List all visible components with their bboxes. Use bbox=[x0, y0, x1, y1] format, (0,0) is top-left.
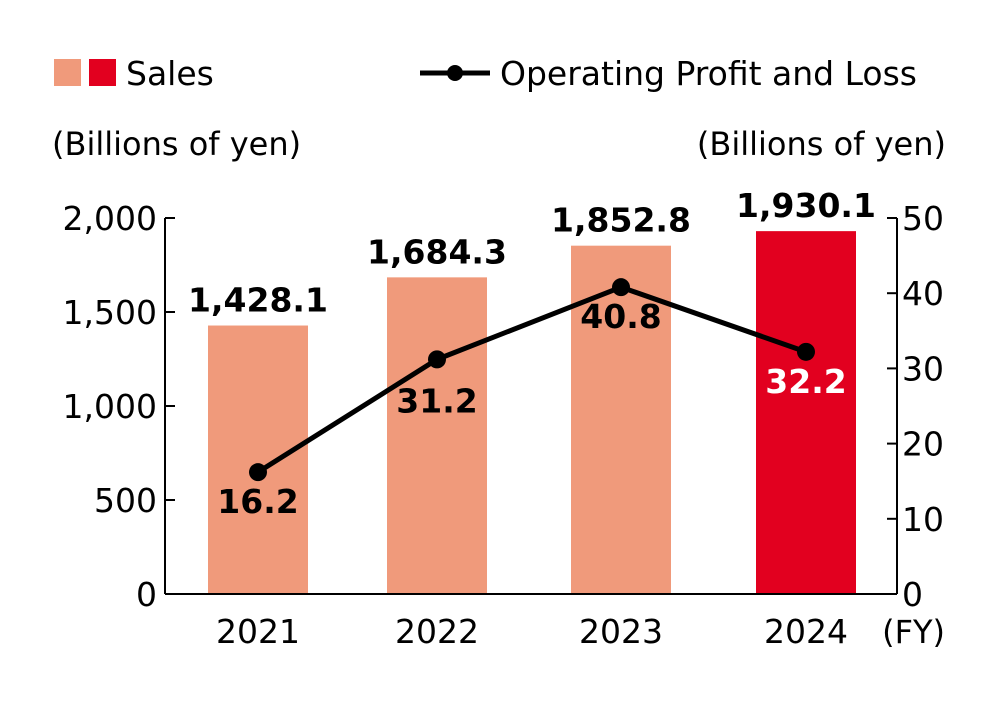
right-tick-label: 40 bbox=[902, 274, 944, 313]
legend-swatch-sales bbox=[54, 59, 81, 86]
right-tick-label: 30 bbox=[902, 349, 944, 388]
left-tick-label: 1,000 bbox=[63, 387, 157, 426]
legend-swatch-sales-highlight bbox=[89, 59, 116, 86]
legend-marker-profit bbox=[447, 65, 463, 81]
x-tick-label: 2021 bbox=[216, 612, 300, 651]
bar-label: 1,852.8 bbox=[551, 201, 691, 240]
point-profit-2024 bbox=[797, 342, 815, 361]
right-tick-label: 0 bbox=[902, 575, 923, 614]
bar-sales-2024 bbox=[756, 231, 856, 594]
point-profit-2021 bbox=[249, 463, 267, 482]
x-tick-label: 2023 bbox=[579, 612, 663, 651]
bar-label: 1,428.1 bbox=[188, 281, 328, 320]
left-axis-label: (Billions of yen) bbox=[52, 125, 301, 163]
point-profit-2023 bbox=[612, 278, 630, 297]
right-tick-label: 50 bbox=[902, 199, 944, 238]
bar-sales-2022 bbox=[387, 277, 487, 594]
line-profit bbox=[256, 284, 807, 475]
legend-label-profit: Operating Profit and Loss bbox=[500, 54, 917, 93]
x-tick-label: 2024 bbox=[764, 612, 848, 651]
point-label: 16.2 bbox=[217, 482, 298, 521]
bar-label: 1,684.3 bbox=[367, 232, 507, 271]
x-axis-unit: (FY) bbox=[882, 613, 945, 651]
legend-label-sales: Sales bbox=[126, 54, 214, 93]
x-tick-label: 2022 bbox=[395, 612, 479, 651]
right-tick-label: 10 bbox=[902, 500, 944, 539]
point-label: 32.2 bbox=[765, 362, 846, 401]
bar-label: 1,930.1 bbox=[736, 186, 876, 225]
bar-sales-2023 bbox=[571, 245, 671, 595]
point-label: 40.8 bbox=[580, 297, 661, 336]
left-tick-label: 0 bbox=[136, 575, 157, 614]
point-label: 31.2 bbox=[396, 381, 477, 420]
right-axis-label: (Billions of yen) bbox=[697, 125, 946, 163]
left-tick-label: 2,000 bbox=[63, 199, 157, 238]
left-tick-label: 1,500 bbox=[63, 293, 157, 332]
bar-sales-2021 bbox=[208, 325, 308, 594]
right-tick-label: 20 bbox=[902, 425, 944, 464]
point-profit-2022 bbox=[428, 350, 446, 369]
left-tick-label: 500 bbox=[94, 481, 157, 520]
